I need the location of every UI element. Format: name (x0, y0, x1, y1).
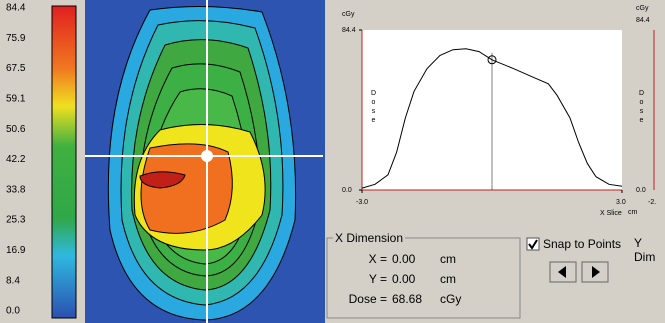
readout-title: X Dimension (333, 231, 406, 245)
readout-unit: cGy (440, 292, 462, 306)
colorbar (51, 5, 77, 319)
side-x: -2. (648, 199, 656, 206)
side-bottom: 0.0 (636, 187, 646, 194)
readout-value: 68.68 (392, 292, 423, 306)
colorbar-label: 8.4 (6, 275, 20, 286)
side-dim-label: Y Dim (634, 236, 656, 264)
colorbar-label: 42.2 (6, 154, 26, 165)
colorbar-label: 16.9 (6, 245, 26, 256)
x-tick-label: 3.0 (616, 199, 626, 206)
prev-button[interactable] (549, 261, 577, 283)
side-unit: cGy (636, 5, 649, 12)
x-tick-label: -3.0 (356, 199, 368, 206)
side-axis-label: Dose (638, 90, 645, 126)
readout-label: Dose = (348, 292, 387, 306)
colorbar-label: 84.4 (6, 3, 26, 14)
readout-unit: cm (440, 252, 456, 266)
readout-unit: cm (440, 272, 456, 286)
colorbar-label: 67.5 (6, 63, 26, 74)
dose-profile (361, 48, 623, 189)
colorbar-label: 25.3 (6, 215, 26, 226)
readout-value: 0.00 (392, 272, 416, 286)
y-tick-label: 84.4 (342, 27, 356, 34)
readout-value: 0.00 (392, 252, 416, 266)
colorbar-label: 33.8 (6, 184, 26, 195)
colorbar-label: 0.0 (6, 306, 20, 317)
colorbar-label: 59.1 (6, 94, 26, 105)
next-button[interactable] (581, 261, 609, 283)
check-mark (528, 239, 538, 250)
side-top: 84.4 (636, 17, 650, 24)
x-axis-label: X Slice (600, 210, 622, 217)
readout-box (326, 237, 521, 319)
y-tick-label: 0.0 (342, 187, 352, 194)
readout-label: Y = (368, 272, 387, 286)
colorbar-label: 50.6 (6, 124, 26, 135)
snap-label: Snap to Points (543, 237, 622, 251)
readout-label: X = (368, 252, 387, 266)
y-axis-label: Dose (370, 90, 377, 126)
dose-map (85, 0, 325, 323)
y-unit: cGy (342, 11, 355, 18)
colorbar-label: 75.9 (6, 33, 26, 44)
x-unit: cm (628, 209, 638, 216)
